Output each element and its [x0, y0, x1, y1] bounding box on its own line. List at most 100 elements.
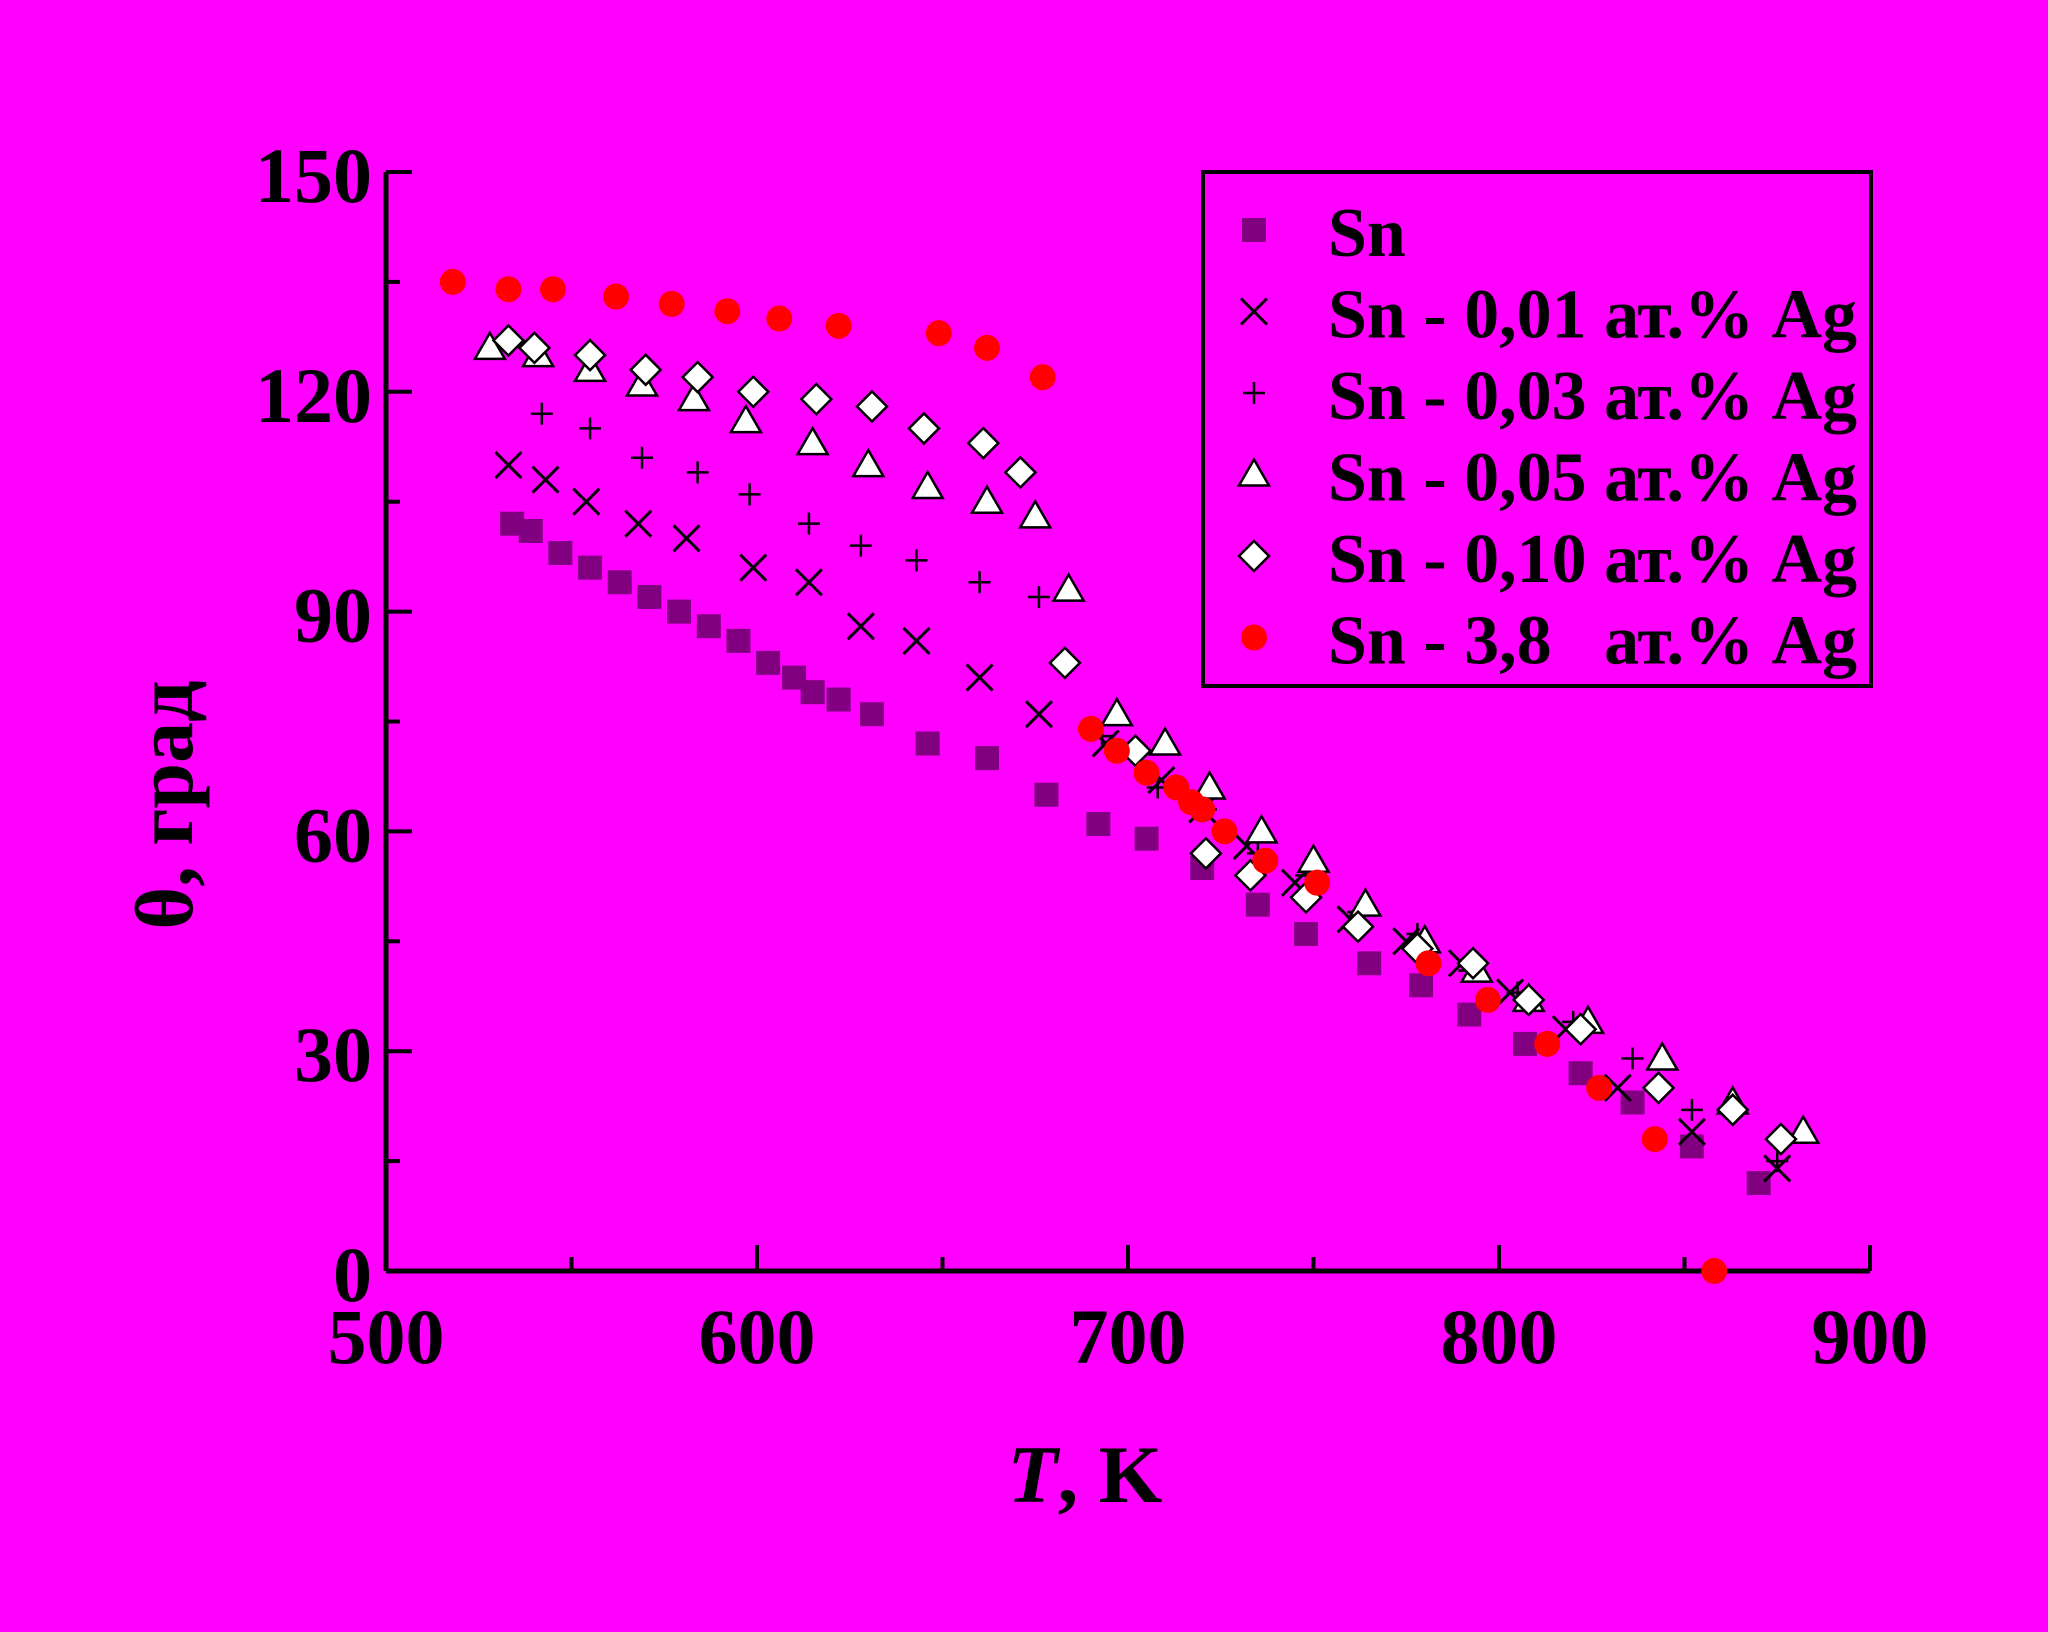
- data-point: [624, 509, 653, 538]
- data-point: [1766, 1150, 1789, 1173]
- x-tick-label: 800: [1441, 1293, 1558, 1380]
- legend-label: Sn: [1328, 195, 1406, 272]
- legend-box: [1201, 170, 1873, 688]
- data-point: [1147, 725, 1183, 756]
- series-5: [439, 268, 1728, 1284]
- data-point: [1641, 1126, 1668, 1153]
- data-point: [1189, 796, 1216, 823]
- data-point: [738, 483, 761, 506]
- legend-marker: [1243, 382, 1265, 404]
- data-point: [1786, 1114, 1821, 1145]
- data-point: [1189, 836, 1223, 871]
- data-point: [846, 612, 875, 641]
- legend-label: Sn - 3,8 ат.% Ag: [1328, 603, 1857, 680]
- data-point: [855, 389, 889, 424]
- data-point: [860, 702, 885, 727]
- data-point: [1415, 950, 1442, 977]
- data-point: [1086, 812, 1111, 837]
- data-point: [794, 568, 824, 597]
- data-point: [1348, 887, 1383, 917]
- data-point: [1645, 1041, 1680, 1071]
- data-point: [1746, 1171, 1771, 1196]
- data-point: [849, 534, 872, 557]
- data-point: [907, 411, 941, 446]
- data-point: [686, 461, 709, 484]
- y-tick-label: 30: [294, 1011, 372, 1098]
- x-axis-label-variable: T: [1008, 1429, 1061, 1520]
- data-point: [1677, 1117, 1706, 1146]
- data-point: [628, 353, 663, 387]
- data-point: [1134, 826, 1159, 851]
- data-point: [630, 446, 653, 469]
- data-point: [795, 425, 830, 456]
- x-tick-label: 500: [328, 1293, 445, 1380]
- y-tick-label: 60: [294, 791, 372, 878]
- data-point: [1586, 1074, 1613, 1101]
- data-point: [966, 426, 1001, 460]
- data-point: [905, 549, 928, 572]
- data-point: [756, 650, 781, 675]
- data-point: [1511, 983, 1546, 1017]
- data-point: [726, 628, 751, 653]
- data-point: [539, 276, 566, 303]
- data-point: [1024, 700, 1054, 729]
- data-point: [910, 469, 945, 500]
- x-tick-label: 600: [699, 1293, 816, 1380]
- data-point: [1252, 847, 1279, 874]
- data-point: [797, 512, 820, 535]
- data-point: [969, 484, 1005, 514]
- data-point: [1621, 1047, 1644, 1070]
- data-point: [800, 680, 825, 705]
- data-point: [925, 320, 952, 347]
- data-point: [573, 338, 607, 372]
- data-point: [1029, 364, 1056, 391]
- data-point: [548, 540, 573, 565]
- data-point: [1641, 1071, 1676, 1105]
- data-point: [530, 402, 553, 425]
- data-point: [975, 746, 1000, 771]
- data-point: [1764, 1122, 1798, 1156]
- data-point: [1003, 455, 1038, 490]
- legend-marker: [1239, 297, 1269, 326]
- data-point: [1474, 986, 1501, 1013]
- data-point: [1563, 1012, 1598, 1046]
- data-point: [1603, 1073, 1632, 1102]
- axes: 0 30 60 90 120 150 500 600 700 800 900: [255, 132, 1929, 1380]
- x-axis-label: T, K: [1008, 1429, 1163, 1520]
- data-point: [1534, 1030, 1561, 1057]
- y-axis-label: θ, град: [119, 680, 210, 929]
- data-point: [1018, 498, 1053, 529]
- x-tick-label: 700: [1070, 1293, 1187, 1380]
- data-point: [728, 403, 764, 434]
- data-point: [1245, 892, 1270, 917]
- legend-marker: [1242, 218, 1266, 242]
- legend-label: Sn - 0,10 ат.% Ag: [1328, 521, 1857, 598]
- data-point: [1456, 946, 1490, 981]
- legend-marker: [1241, 624, 1267, 651]
- data-point: [1027, 585, 1050, 608]
- data-point: [579, 417, 602, 440]
- data-point: [965, 663, 994, 692]
- y-tick-label: 0: [333, 1231, 372, 1318]
- data-point: [696, 614, 721, 639]
- legend-label: Sn - 0,05 ат.% Ag: [1328, 440, 1857, 517]
- data-point: [1099, 696, 1135, 727]
- data-point: [572, 487, 601, 516]
- data-point: [439, 268, 466, 295]
- data-point: [578, 555, 603, 580]
- data-point: [1512, 1031, 1537, 1056]
- data-point: [1294, 921, 1319, 946]
- data-point: [825, 312, 852, 339]
- data-point: [672, 524, 701, 553]
- data-point: [902, 626, 931, 655]
- series-4: [491, 323, 1798, 1156]
- data-point: [494, 451, 523, 480]
- data-point: [1679, 1134, 1704, 1159]
- legend-marker: [1236, 456, 1272, 487]
- data-point: [736, 375, 771, 409]
- series-0: [500, 511, 1771, 1196]
- data-point: [766, 305, 793, 332]
- data-point: [714, 298, 741, 325]
